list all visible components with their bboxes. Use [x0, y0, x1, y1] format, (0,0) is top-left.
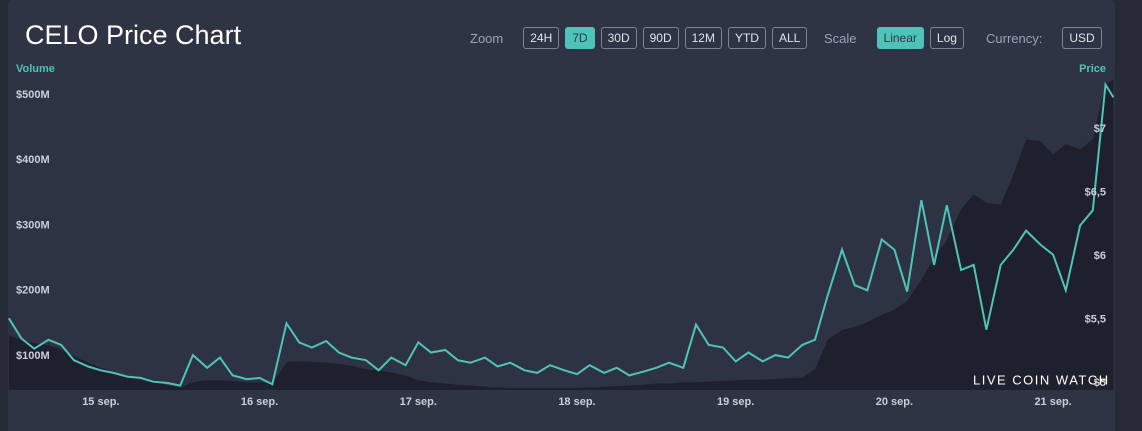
y2-axis-title: Price: [1079, 63, 1106, 75]
scale-control: Scale Linear Log: [824, 27, 964, 49]
y-tick-label: $300M: [16, 219, 50, 231]
y-tick-label: $200M: [16, 285, 50, 297]
x-tick-label: 16 sep.: [241, 396, 278, 408]
y-axis-title: Volume: [16, 63, 55, 75]
zoom-button[interactable]: ALL: [771, 27, 808, 49]
scale-button[interactable]: Log: [929, 27, 964, 49]
y-tick-label: $500M: [16, 89, 50, 101]
scale-button[interactable]: Linear: [876, 27, 924, 49]
y2-tick-label: $6,5: [1085, 186, 1106, 198]
zoom-button[interactable]: 30D: [600, 27, 637, 49]
zoom-button[interactable]: 7D: [565, 27, 595, 49]
zoom-label: Zoom: [470, 30, 504, 46]
x-tick-label: 19 sep.: [717, 396, 754, 408]
price-line: [7, 81, 1115, 387]
currency-button[interactable]: USD: [1062, 27, 1102, 49]
zoom-button[interactable]: 24H: [523, 27, 560, 49]
x-tick-label: 17 sep.: [400, 396, 437, 408]
y-tick-label: $400M: [16, 154, 50, 166]
zoom-button[interactable]: 90D: [642, 27, 679, 49]
y-tick-label: $100M: [16, 350, 50, 362]
watermark: LIVE COIN WATCH: [973, 372, 1110, 387]
zoom-control: Zoom 24H 7D 30D 90D 12M YTD ALL: [470, 27, 808, 49]
zoom-button[interactable]: 12M: [684, 27, 722, 49]
volume-area: [8, 80, 1114, 390]
currency-control: Currency: USD: [986, 27, 1102, 49]
y2-tick-label: $5: [1094, 377, 1106, 389]
y2-tick-label: $7: [1094, 123, 1106, 135]
zoom-button[interactable]: YTD: [727, 27, 766, 49]
x-tick-label: 15 sep.: [82, 396, 119, 408]
chart-title: CELO Price Chart: [25, 20, 242, 50]
x-tick-label: 18 sep.: [558, 396, 595, 408]
x-tick-label: 20 sep.: [876, 396, 913, 408]
currency-label: Currency:: [986, 30, 1043, 46]
y2-tick-label: $5,5: [1085, 313, 1106, 325]
y2-tick-label: $6: [1094, 250, 1106, 262]
x-tick-label: 21 sep.: [1034, 396, 1071, 408]
scale-label: Scale: [824, 30, 857, 46]
